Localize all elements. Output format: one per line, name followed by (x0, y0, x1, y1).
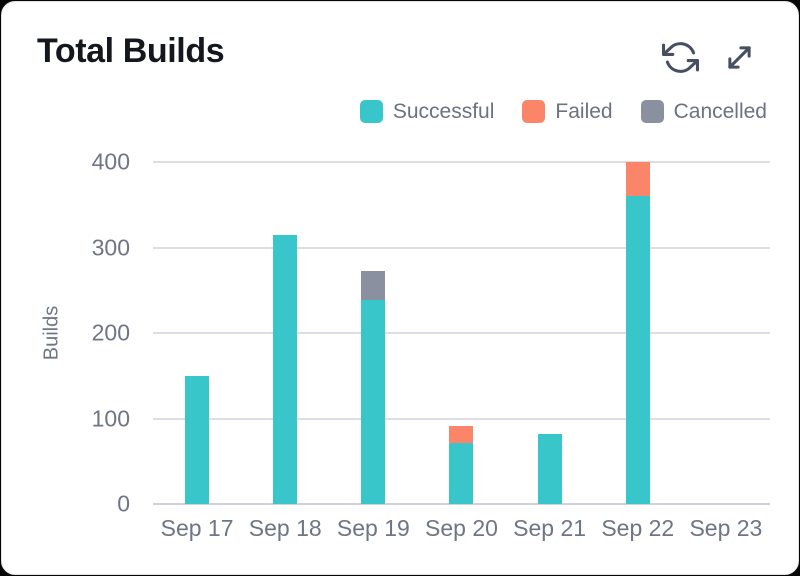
legend-swatch-successful (359, 100, 383, 123)
x-axis-label-sep-17: Sep 17 (160, 515, 234, 541)
x-axis-label-sep-23: Sep 23 (689, 515, 763, 541)
y-axis-tick-label-400: 400 (91, 148, 130, 175)
x-axis-label-sep-21: Sep 21 (513, 515, 587, 541)
stacked-bar-sep-22 (625, 162, 650, 504)
bar-segment-successful (625, 196, 650, 504)
bar-slot-sep-19 (329, 162, 417, 504)
gridline-300 (153, 246, 770, 249)
legend-swatch-cancelled (640, 100, 664, 123)
legend-item-failed[interactable]: Failed (522, 100, 613, 123)
plot-area (153, 161, 770, 505)
refresh-icon (662, 42, 699, 73)
stacked-bar-sep-18 (273, 234, 298, 504)
bar-slot-sep-21 (506, 162, 594, 504)
x-axis-label-sep-19: Sep 19 (336, 515, 410, 541)
bar-slot-sep-23 (682, 162, 770, 504)
bar-slot-sep-17 (153, 162, 241, 504)
stacked-bar-sep-21 (537, 433, 562, 504)
y-axis: 0 100 200 300 400 (2, 150, 130, 515)
y-axis-tick-label-100: 100 (91, 405, 130, 431)
gridline-0 (153, 503, 770, 505)
legend-label-failed: Failed (555, 100, 613, 123)
bar-segment-failed (449, 426, 474, 444)
legend-item-successful[interactable]: Successful (359, 100, 495, 123)
bar-segment-successful (537, 433, 562, 504)
y-axis-tick-label-300: 300 (91, 234, 130, 260)
legend-swatch-failed (522, 100, 546, 123)
bar-segment-failed (625, 162, 650, 197)
y-axis-tick-label-0: 0 (117, 490, 130, 517)
y-axis-tick-label-200: 200 (91, 319, 130, 346)
x-axis-label-sep-22: Sep 22 (601, 515, 675, 541)
chart-legend: Successful Failed Cancelled (359, 100, 767, 123)
card-toolbar (662, 39, 758, 76)
legend-label-cancelled: Cancelled (673, 100, 767, 123)
bar-slot-sep-22 (594, 162, 682, 504)
stacked-bar-sep-19 (361, 270, 386, 504)
expand-icon (728, 46, 751, 69)
expand-button[interactable] (721, 39, 758, 76)
x-axis: Sep 17 Sep 18 Sep 19 Sep 20 Sep 21 Sep 22 Sep … (153, 515, 770, 541)
legend-label-successful: Successful (392, 100, 495, 123)
bar-segment-successful (449, 443, 474, 504)
bar-slot-sep-20 (417, 162, 505, 504)
gridline-400 (153, 161, 770, 163)
stacked-bar-sep-17 (185, 375, 210, 504)
refresh-button[interactable] (662, 39, 699, 76)
bar-segment-successful (273, 234, 298, 504)
bar-slot-sep-18 (241, 162, 329, 504)
bar-segment-successful (185, 375, 210, 504)
gridline-200 (153, 332, 770, 334)
stacked-bar-sep-20 (449, 426, 474, 504)
x-axis-label-sep-18: Sep 18 (248, 515, 322, 541)
bar-slots (153, 162, 770, 504)
x-axis-label-sep-20: Sep 20 (425, 515, 498, 541)
bar-segment-successful (361, 299, 386, 504)
legend-item-cancelled[interactable]: Cancelled (640, 100, 767, 123)
bar-segment-cancelled (361, 270, 386, 300)
gridline-100 (153, 417, 770, 420)
page-title: Total Builds (37, 32, 225, 70)
